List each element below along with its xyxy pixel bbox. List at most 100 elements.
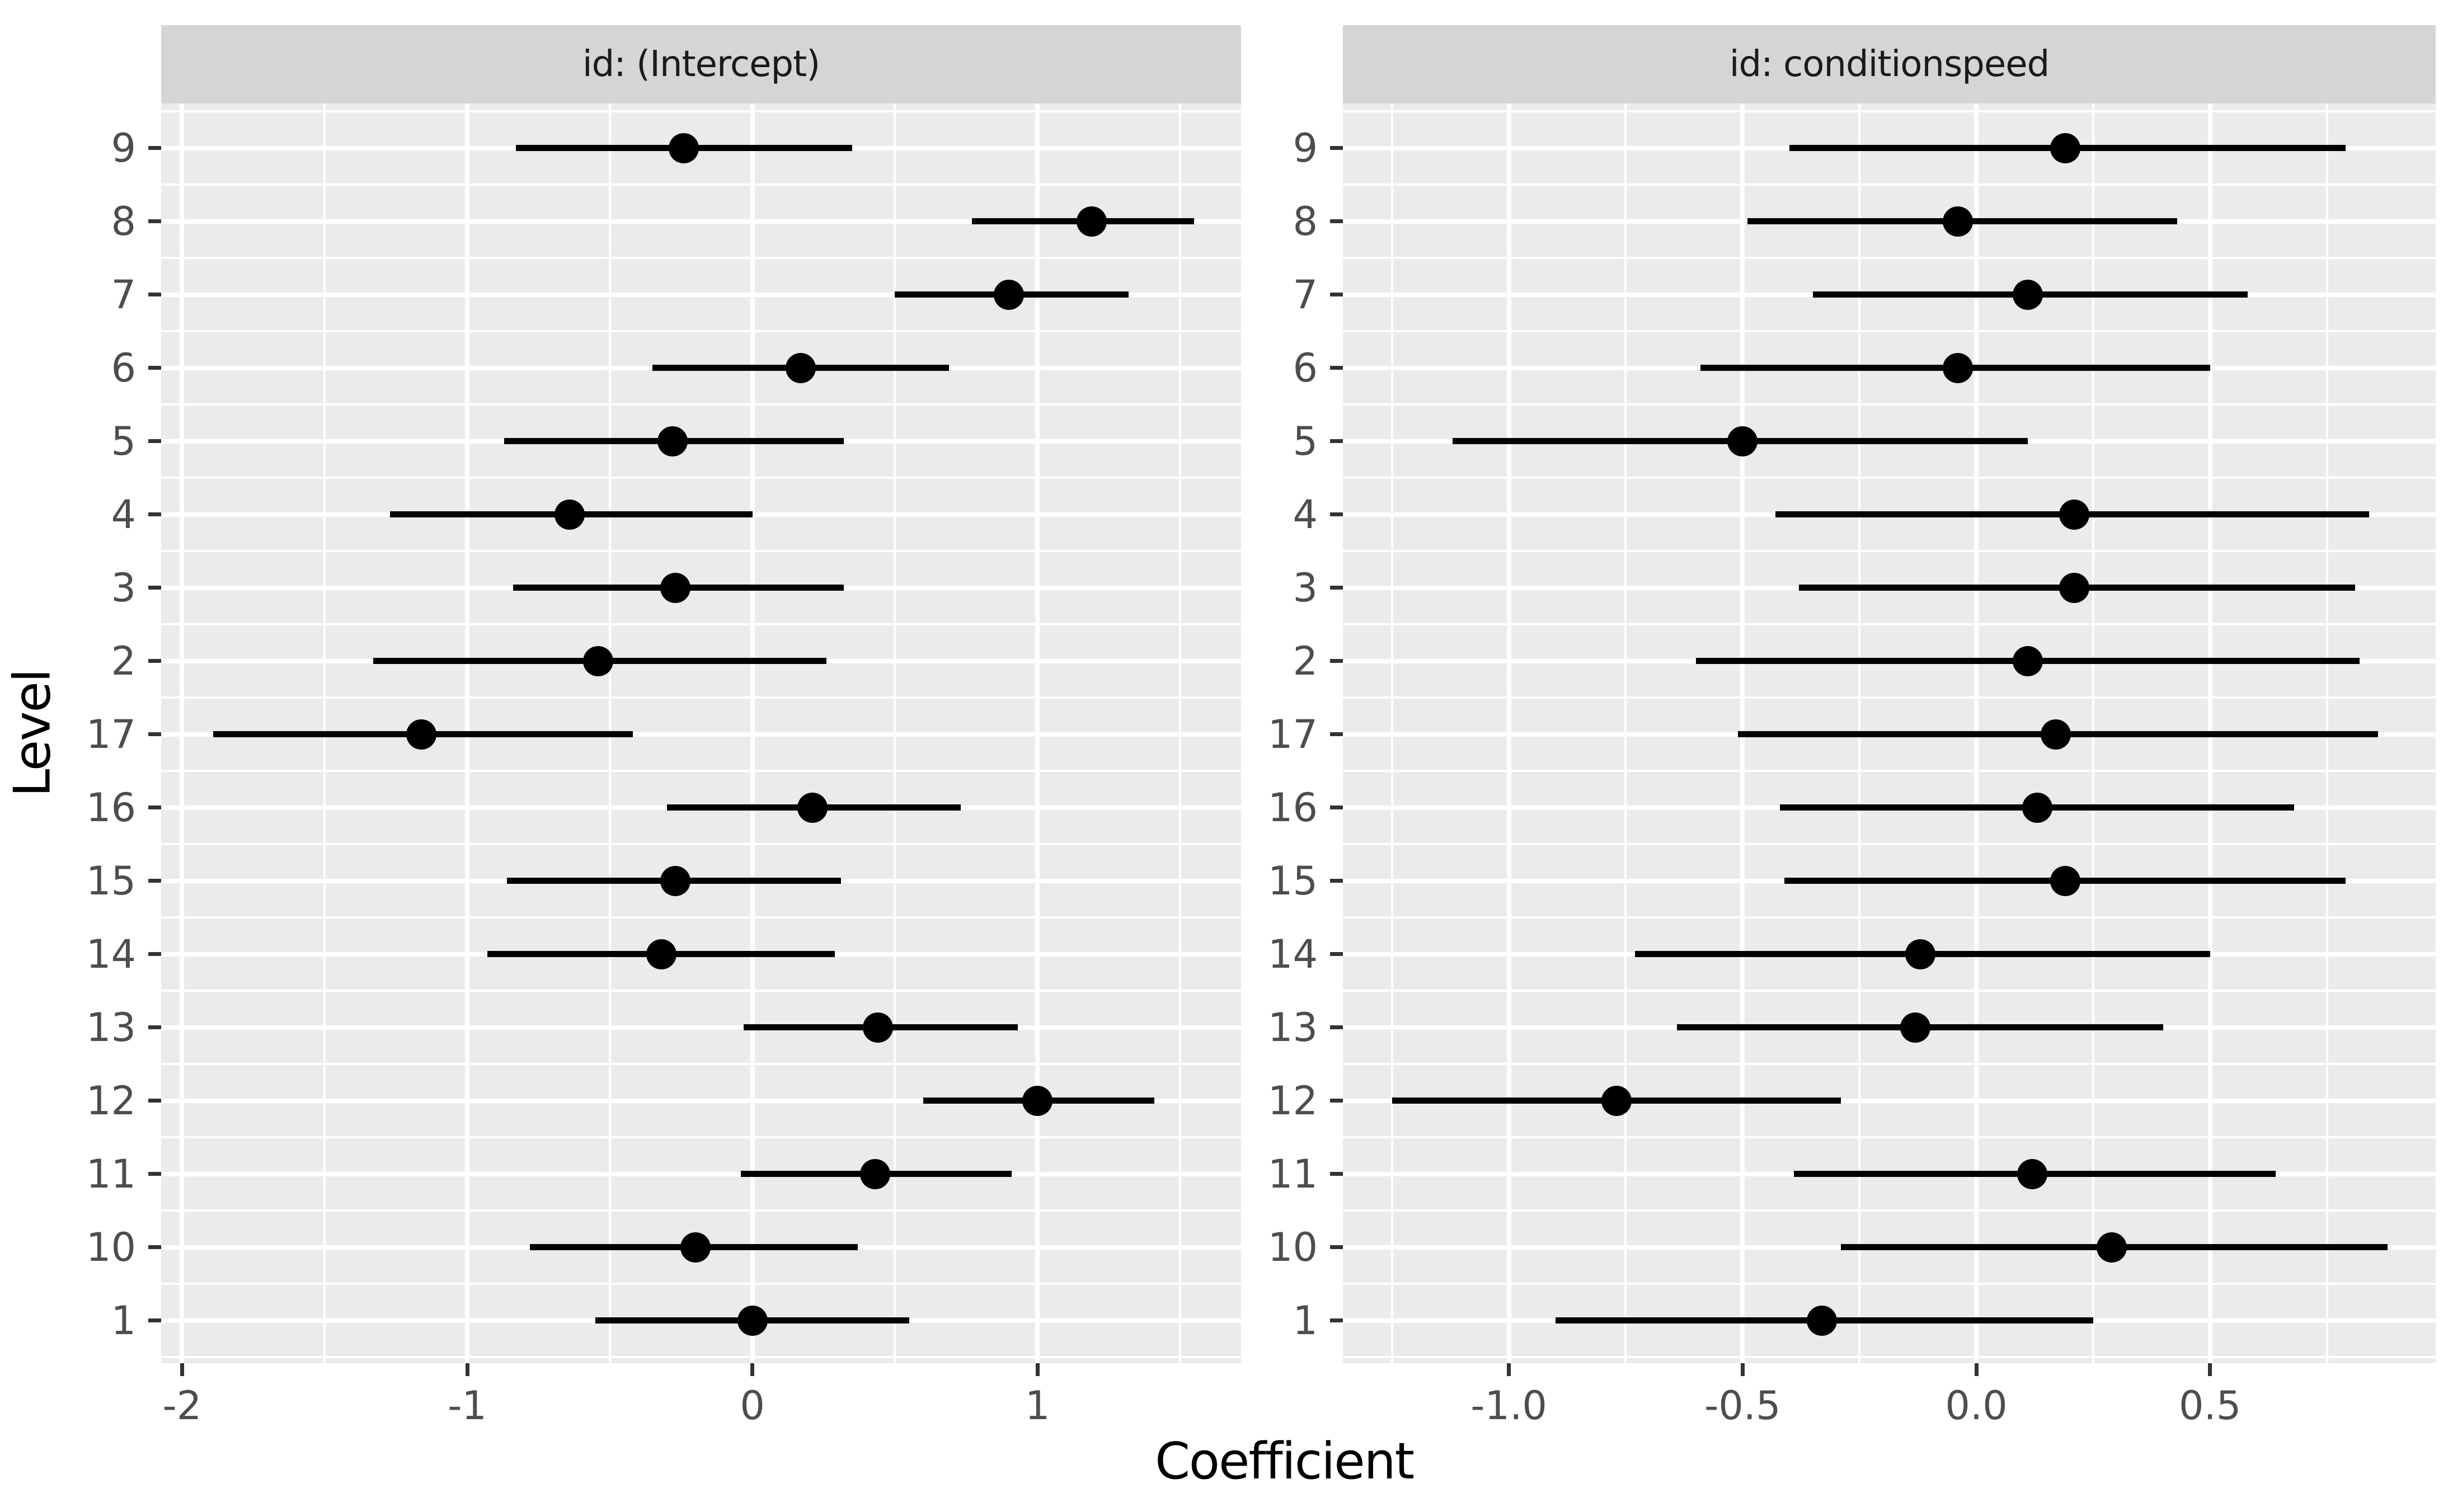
x-axis-tick-mark <box>1035 1363 1040 1376</box>
point-estimate-dot <box>994 279 1025 310</box>
facet-strip-label: id: conditionspeed <box>1729 44 2050 85</box>
panel-conditionspeed <box>1343 103 2436 1363</box>
minor-gridline-horizontal <box>1343 770 2436 772</box>
point-estimate-dot <box>2050 865 2080 896</box>
facet-strip-conditionspeed: id: conditionspeed <box>1343 25 2436 103</box>
minor-gridline-horizontal <box>161 1209 1241 1212</box>
minor-gridline-horizontal <box>161 257 1241 259</box>
point-estimate-dot <box>669 133 699 163</box>
point-estimate-dot <box>2059 572 2090 603</box>
minor-gridline-horizontal <box>161 110 1241 112</box>
y-axis-tick-mark <box>1330 1099 1343 1103</box>
minor-gridline-horizontal <box>1343 477 2436 479</box>
minor-gridline-horizontal <box>1343 990 2436 992</box>
minor-gridline-horizontal <box>161 330 1241 332</box>
point-estimate-dot <box>859 1158 890 1189</box>
y-axis-tick-mark <box>148 512 161 516</box>
x-axis-tick-mark <box>465 1363 469 1376</box>
point-estimate-dot <box>1807 1305 1838 1336</box>
x-axis-tick-label: 0.0 <box>1945 1383 2008 1429</box>
y-axis-tick-label: 15 <box>86 858 136 904</box>
point-estimate-dot <box>680 1232 711 1263</box>
y-axis-tick-label: 16 <box>1267 784 1318 831</box>
x-axis-tick-label: -1 <box>448 1383 487 1429</box>
minor-gridline-horizontal <box>1343 696 2436 699</box>
major-gridline-horizontal <box>161 1098 1241 1103</box>
point-estimate-dot <box>660 865 690 896</box>
y-axis-tick-mark <box>1330 293 1343 296</box>
minor-gridline-horizontal <box>161 696 1241 699</box>
point-estimate-dot <box>406 719 437 750</box>
x-axis-tick-label: -2 <box>162 1383 202 1429</box>
major-gridline-horizontal <box>161 1171 1241 1176</box>
y-axis-tick-mark <box>148 1025 161 1029</box>
minor-gridline-horizontal <box>1343 403 2436 406</box>
x-axis-tick-mark <box>1974 1363 1979 1376</box>
x-axis-title: Coefficient <box>1155 1432 1415 1491</box>
major-gridline-horizontal <box>161 219 1241 224</box>
y-axis-tick-mark <box>148 439 161 443</box>
point-estimate-dot <box>797 792 828 823</box>
y-axis-tick-label: 10 <box>1267 1224 1318 1270</box>
y-axis-tick-label: 7 <box>1293 271 1318 318</box>
y-axis-tick-mark <box>148 806 161 809</box>
minor-gridline-horizontal <box>161 990 1241 992</box>
major-gridline-horizontal <box>1343 1098 2436 1103</box>
minor-gridline-horizontal <box>1343 257 2436 259</box>
minor-gridline-horizontal <box>1343 1356 2436 1358</box>
y-axis-tick-mark <box>1330 732 1343 736</box>
facet-strip-intercept: id: (Intercept) <box>161 25 1241 103</box>
minor-gridline-horizontal <box>1343 330 2436 332</box>
y-axis-tick-label: 12 <box>86 1077 136 1124</box>
y-axis-tick-mark <box>1330 219 1343 223</box>
y-axis-tick-label: 13 <box>86 1004 136 1051</box>
minor-gridline-horizontal <box>161 1356 1241 1358</box>
y-axis-tick-mark <box>1330 1025 1343 1029</box>
y-axis-tick-mark <box>1330 586 1343 590</box>
point-estimate-dot <box>2059 499 2090 530</box>
y-axis-tick-label: 7 <box>111 271 136 318</box>
point-estimate-dot <box>660 572 690 603</box>
y-axis-tick-mark <box>1330 952 1343 956</box>
panel-intercept <box>161 103 1241 1363</box>
point-estimate-dot <box>737 1305 768 1336</box>
minor-gridline-horizontal <box>1343 550 2436 552</box>
y-axis-tick-label: 10 <box>86 1224 136 1270</box>
minor-gridline-horizontal <box>161 843 1241 845</box>
x-axis-tick-mark <box>2208 1363 2212 1376</box>
y-axis-tick-label: 6 <box>111 345 136 391</box>
y-axis-tick-label: 15 <box>1267 858 1318 904</box>
minor-gridline-horizontal <box>161 1063 1241 1065</box>
minor-gridline-horizontal <box>161 623 1241 625</box>
point-estimate-dot <box>2012 279 2043 310</box>
facet-strip-label: id: (Intercept) <box>582 44 820 85</box>
y-axis-tick-mark <box>1330 879 1343 883</box>
x-axis-tick-label: -0.5 <box>1704 1383 1781 1429</box>
y-axis-tick-label: 3 <box>111 564 136 611</box>
point-estimate-dot <box>2012 646 2043 676</box>
point-estimate-dot <box>1942 206 1973 237</box>
minor-gridline-horizontal <box>1343 1063 2436 1065</box>
point-estimate-dot <box>786 352 816 383</box>
minor-gridline-horizontal <box>161 770 1241 772</box>
point-estimate-dot <box>1077 206 1107 237</box>
y-axis-tick-label: 8 <box>1293 198 1318 244</box>
y-axis-tick-mark <box>148 586 161 590</box>
y-axis-tick-mark <box>1330 512 1343 516</box>
point-estimate-dot <box>2017 1158 2048 1189</box>
y-axis-tick-mark <box>148 219 161 223</box>
minor-gridline-horizontal <box>1343 916 2436 918</box>
y-axis-tick-mark <box>1330 1172 1343 1176</box>
y-axis-tick-mark <box>148 1099 161 1103</box>
y-axis-tick-label: 5 <box>1293 418 1318 464</box>
x-axis-tick-mark <box>750 1363 755 1376</box>
y-axis-tick-mark <box>1330 366 1343 370</box>
minor-gridline-horizontal <box>161 1136 1241 1138</box>
y-axis-tick-mark <box>148 732 161 736</box>
x-axis-tick-mark <box>1507 1363 1511 1376</box>
x-axis-tick-label: 1 <box>1025 1383 1050 1429</box>
point-estimate-dot <box>1727 426 1758 456</box>
y-axis-tick-label: 1 <box>1293 1297 1318 1344</box>
point-estimate-dot <box>555 499 585 530</box>
